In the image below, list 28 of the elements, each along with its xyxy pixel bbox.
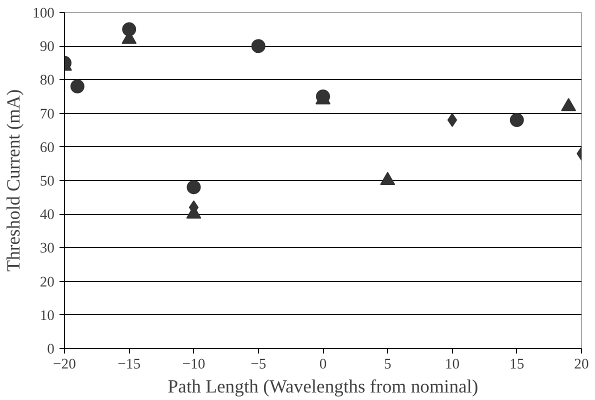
y-tick-label: 50 (40, 174, 54, 190)
y-tick-label: 20 (40, 274, 54, 290)
point (186, 180, 201, 194)
x-tick-label: −5 (250, 356, 266, 372)
y-tick-label: 30 (40, 240, 54, 257)
x-tick-label: −15 (118, 356, 141, 372)
y-tick-label: 0 (47, 342, 54, 358)
y-tick-label: 80 (40, 72, 54, 89)
point (122, 22, 136, 36)
y-tick-label: 10 (40, 308, 54, 324)
x-tick-label: 10 (444, 356, 460, 372)
x-tick-label: −10 (182, 356, 206, 372)
x-tick-label: −20 (53, 356, 76, 372)
y-tick-label: 60 (40, 140, 54, 156)
x-tick-label: 20 (574, 356, 589, 372)
y-tick-label: 90 (40, 39, 54, 56)
y-tick-label: 40 (40, 207, 54, 224)
x-tick-label: 15 (510, 356, 524, 372)
y-axis-title: Threshold Current (mA) (4, 89, 25, 272)
x-axis-title: Path Length (Wavelengths from nominal) (168, 376, 478, 398)
point (447, 113, 458, 128)
y-tick-label: 100 (32, 6, 54, 22)
x-tick-label: 0 (319, 356, 327, 372)
point (70, 79, 84, 94)
point (251, 39, 266, 54)
x-tick-label: 5 (384, 356, 392, 372)
y-tick-label: 70 (40, 106, 54, 122)
point (510, 113, 524, 128)
